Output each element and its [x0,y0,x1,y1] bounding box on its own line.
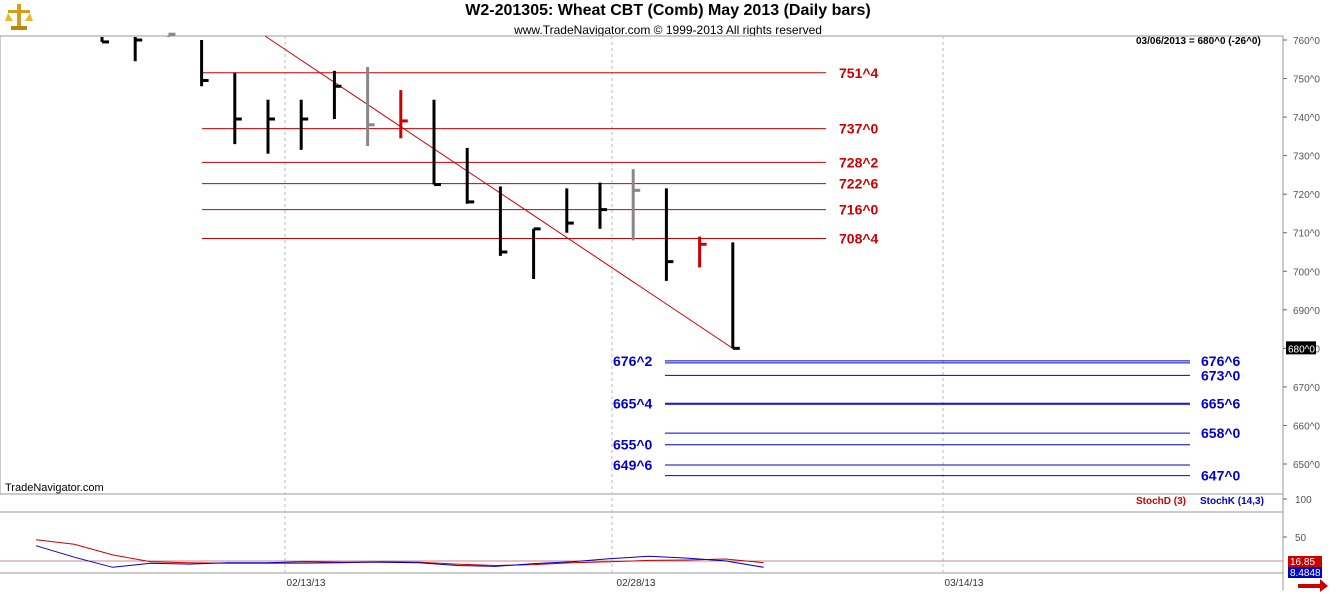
stochd-legend: StochD (3) [1136,496,1186,507]
price-tick-label: 750^0 [1293,75,1320,86]
osc-value-tag-label: 16.85 [1290,557,1315,568]
price-tick-label: 660^0 [1293,421,1320,432]
resistance-label: 728^2 [839,154,879,170]
last-price-readout: 03/06/2013 = 680^0 (-26^0) [1136,36,1261,47]
stochk-legend: StochK (14,3) [1200,496,1264,507]
support-label-right: 676^6 [1201,353,1241,369]
price-tick-label: 690^0 [1293,306,1320,317]
date-label: 03/14/13 [945,578,984,589]
last-price-tag [1286,341,1316,355]
support-label-right: 647^0 [1201,468,1241,484]
resistance-label: 737^0 [839,121,879,137]
price-tick-label: 670^0 [1293,383,1320,394]
osc-value-tag [1288,556,1322,567]
date-label: 02/28/13 [617,578,656,589]
date-label: 02/13/13 [287,578,326,589]
price-tick-label: 720^0 [1293,190,1320,201]
price-panel-frame [0,35,1284,495]
osc-value-tag [1288,567,1322,578]
support-label-left: 649^6 [613,457,653,473]
support-label-right: 673^0 [1201,367,1241,383]
resistance-label: 708^4 [839,231,879,247]
chart-title: W2-201305: Wheat CBT (Comb) May 2013 (Da… [465,2,871,19]
last-price-tag-label: 680^0 [1288,344,1315,355]
osc-value-tag-label: 8.4848 [1290,568,1321,579]
price-tick-label: 730^0 [1293,152,1320,163]
support-label-left: 665^4 [613,395,653,411]
resistance-label: 716^0 [839,202,879,218]
osc-tick-label: 100 [1295,495,1312,506]
scroll-right-arrow-icon [1298,579,1328,592]
copyright-notice: www.TradeNavigator.com © 1999-2013 All r… [514,23,822,37]
support-label-left: 676^2 [613,353,653,369]
resistance-label: 722^6 [839,176,879,192]
price-tick-label: 700^0 [1293,267,1320,278]
trade-navigator-logo-icon [4,2,34,34]
stochd-line [35,539,764,567]
resistance-label: 751^4 [839,65,879,81]
brand-watermark: TradeNavigator.com [5,482,104,494]
price-tick-label: 740^0 [1293,113,1320,124]
price-tick-label: 650^0 [1293,460,1320,471]
price-tick-label: 760^0 [1293,36,1320,47]
support-label-right: 665^6 [1201,395,1241,411]
support-label-left: 655^0 [613,437,653,453]
stochk-line [35,545,764,568]
osc-tick-label: 50 [1295,533,1307,544]
support-label-right: 658^0 [1201,425,1241,441]
price-tick-label: 710^0 [1293,229,1320,240]
